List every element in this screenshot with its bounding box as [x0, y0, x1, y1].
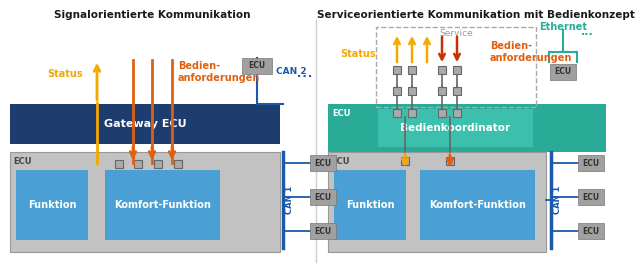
Bar — [578, 155, 604, 171]
Text: Ethernet: Ethernet — [539, 22, 587, 32]
Text: ECU: ECU — [314, 192, 332, 201]
Bar — [334, 170, 406, 240]
Text: CAN 2: CAN 2 — [276, 68, 307, 77]
Bar — [10, 152, 280, 252]
Text: Gateway ECU: Gateway ECU — [104, 119, 186, 129]
Text: Komfort-Funktion: Komfort-Funktion — [114, 200, 211, 210]
Bar — [16, 170, 88, 240]
Bar — [438, 87, 446, 95]
Bar — [453, 109, 461, 117]
Text: Serviceorientierte Kommunikation mit Bedienkonzept: Serviceorientierte Kommunikation mit Bed… — [317, 10, 635, 20]
Text: Funktion: Funktion — [28, 200, 76, 210]
Text: Signalorientierte Kommunikation: Signalorientierte Kommunikation — [54, 10, 250, 20]
Bar — [446, 157, 454, 165]
Bar — [328, 104, 606, 152]
Text: Service: Service — [439, 29, 473, 38]
Text: ECU: ECU — [582, 192, 600, 201]
Bar — [420, 170, 535, 240]
Bar — [578, 189, 604, 205]
Text: Bedien-
anforderungen: Bedien- anforderungen — [490, 41, 572, 63]
Text: ECU: ECU — [582, 158, 600, 167]
Text: Bedien-
anforderungen: Bedien- anforderungen — [178, 61, 260, 83]
Text: ECU: ECU — [554, 68, 572, 77]
Bar — [310, 155, 336, 171]
Text: ...: ... — [581, 27, 594, 37]
Text: CAN 1: CAN 1 — [553, 186, 562, 214]
Bar — [408, 66, 416, 74]
Text: ECU: ECU — [582, 227, 600, 236]
Bar — [438, 66, 446, 74]
Bar — [453, 66, 461, 74]
Bar — [408, 109, 416, 117]
Bar — [393, 87, 401, 95]
Bar — [550, 64, 576, 80]
Bar — [174, 160, 182, 168]
Bar — [242, 58, 272, 74]
Bar — [393, 109, 401, 117]
Bar — [378, 109, 533, 147]
Text: ECU: ECU — [314, 227, 332, 236]
Bar — [453, 87, 461, 95]
Text: Funktion: Funktion — [346, 200, 394, 210]
Text: ECU: ECU — [13, 157, 31, 166]
Text: Bedienkoordinator: Bedienkoordinator — [401, 123, 511, 133]
Bar — [154, 160, 162, 168]
Bar — [10, 104, 280, 144]
Text: ECU: ECU — [248, 61, 266, 70]
Bar — [401, 157, 409, 165]
Bar — [376, 27, 536, 107]
Bar — [134, 160, 142, 168]
Text: ECU: ECU — [331, 157, 349, 166]
Text: Komfort-Funktion: Komfort-Funktion — [429, 200, 526, 210]
Text: CAN 1: CAN 1 — [285, 186, 294, 214]
Text: ECU: ECU — [332, 109, 351, 118]
Bar — [393, 66, 401, 74]
Text: ECU: ECU — [314, 158, 332, 167]
Bar — [105, 170, 220, 240]
Bar — [408, 87, 416, 95]
Bar — [328, 152, 546, 252]
Bar — [438, 109, 446, 117]
Bar — [310, 189, 336, 205]
Text: Status: Status — [340, 49, 376, 59]
Text: Status: Status — [47, 69, 83, 79]
Bar — [578, 223, 604, 239]
Bar — [310, 223, 336, 239]
Bar — [115, 160, 123, 168]
